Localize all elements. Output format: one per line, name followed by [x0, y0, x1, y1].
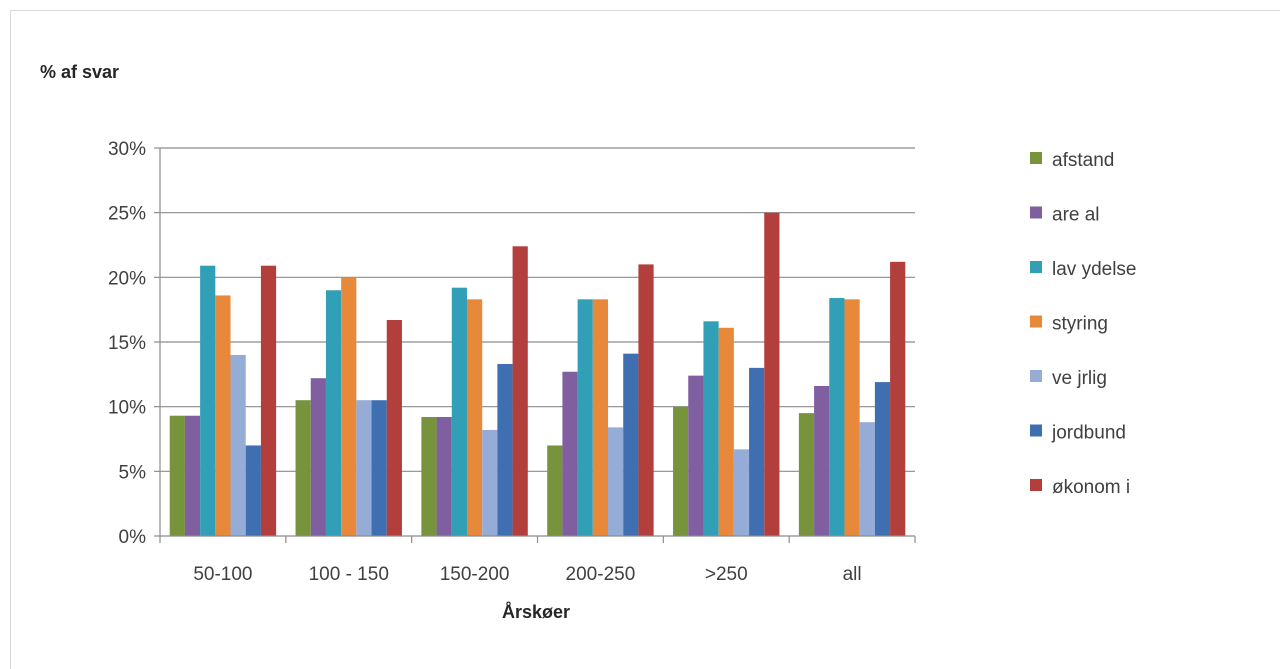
bar-jordbund-1: [371, 400, 387, 536]
y-tick-label: 10%: [108, 398, 146, 419]
legend-swatch: [1030, 315, 1042, 328]
x-axis-title: Årskøer: [502, 602, 570, 622]
chart-frame: [10, 10, 1280, 669]
bars: [169, 212, 906, 536]
legend-swatch: [1030, 424, 1042, 437]
bar-styring-3: [592, 299, 609, 536]
bar-areal-1: [310, 378, 326, 536]
legend-swatch: [1030, 479, 1042, 491]
bar-vejrlig-1: [356, 400, 372, 536]
bar-jordbund-0: [245, 445, 261, 536]
y-tick-label: 20%: [108, 268, 146, 289]
legend-label: jordbund: [1051, 423, 1126, 444]
y-tick-label: 0%: [119, 527, 147, 548]
x-tick-label: all: [843, 564, 862, 585]
bar-afstand-2: [421, 417, 437, 536]
bar-økonomi-0: [260, 265, 277, 536]
bar-areal-5: [814, 385, 830, 536]
legend-label: ve jrlig: [1052, 368, 1107, 389]
bar-afstand-1: [295, 400, 311, 536]
legend-label: are al: [1052, 205, 1100, 226]
gridlines: [160, 147, 915, 472]
legend-label: afstand: [1052, 150, 1114, 171]
legend-swatch: [1030, 370, 1042, 382]
legend-swatch: [1030, 206, 1042, 219]
legend-swatch: [1030, 261, 1042, 273]
bar-vejrlig-5: [859, 422, 875, 536]
bar-økonomi-1: [386, 320, 402, 536]
bar-jordbund-2: [497, 363, 513, 536]
legend: afstand are al lav ydelse styring ve jrlig jo…: [1030, 150, 1137, 498]
bar-afstand-3: [547, 445, 563, 536]
legend-label: lav ydelse: [1052, 259, 1137, 280]
bar-økonomi-2: [512, 246, 528, 536]
x-tick-label: 200-250: [566, 564, 636, 585]
bar-styring-2: [466, 299, 483, 536]
bar-vejrlig-0: [230, 354, 246, 536]
bar-jordbund-4: [749, 367, 765, 536]
bar-vejrlig-3: [608, 427, 624, 536]
bar-areal-2: [436, 417, 452, 536]
bar-areal-0: [184, 415, 201, 536]
bar-styring-1: [341, 277, 357, 536]
legend-swatch: [1030, 152, 1042, 164]
bar-lavydelse-4: [703, 321, 719, 536]
axes: 0% 5% 10% 15% 20% 25% 30% 50-100 100 - 150 150-20…: [108, 139, 916, 585]
bar-vejrlig-2: [482, 429, 498, 536]
x-tick-label: 50-100: [193, 564, 252, 585]
y-tick-label: 30%: [108, 139, 146, 160]
legend-label: styring: [1052, 314, 1108, 335]
legend-label: økonom i: [1052, 477, 1130, 498]
bar-lavydelse-1: [325, 290, 342, 536]
bar-jordbund-5: [874, 382, 891, 536]
bar-økonomi-3: [638, 264, 654, 536]
bar-økonomi-5: [890, 261, 906, 536]
bar-areal-3: [562, 371, 578, 536]
bar-styring-4: [718, 327, 734, 536]
bar-lavydelse-2: [451, 287, 467, 536]
y-tick-label: 25%: [108, 204, 146, 225]
bar-styring-0: [215, 295, 231, 536]
y-tick-label: 5%: [119, 462, 147, 483]
bar-økonomi-4: [764, 212, 780, 536]
bar-lavydelse-5: [829, 298, 845, 536]
bar-afstand-4: [673, 406, 689, 536]
bar-styring-5: [844, 299, 860, 536]
x-tick-label: 100 - 150: [309, 564, 389, 585]
bar-jordbund-3: [623, 353, 639, 536]
y-axis-title: % af svar: [40, 62, 119, 82]
x-tick-label: 150-200: [440, 564, 510, 585]
y-tick-label: 15%: [108, 333, 146, 354]
bar-afstand-5: [798, 413, 815, 536]
bar-areal-4: [688, 375, 704, 536]
bar-lavydelse-0: [200, 265, 216, 536]
x-tick-label: >250: [705, 564, 748, 585]
bar-lavydelse-3: [577, 299, 593, 536]
bar-vejrlig-4: [733, 449, 750, 536]
bar-afstand-0: [169, 415, 185, 536]
